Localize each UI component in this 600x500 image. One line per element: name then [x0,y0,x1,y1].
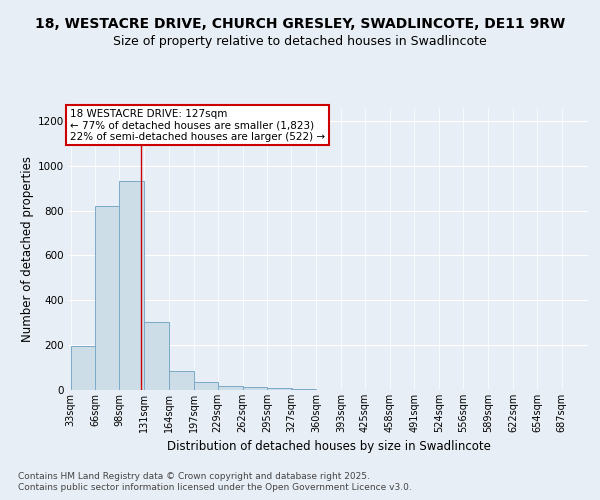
Text: Size of property relative to detached houses in Swadlincote: Size of property relative to detached ho… [113,35,487,48]
Bar [267,388,292,390]
Text: 18, WESTACRE DRIVE, CHURCH GRESLEY, SWADLINCOTE, DE11 9RW: 18, WESTACRE DRIVE, CHURCH GRESLEY, SWAD… [35,18,565,32]
Bar [218,386,242,390]
X-axis label: Distribution of detached houses by size in Swadlincote: Distribution of detached houses by size … [167,440,490,454]
Bar [119,182,144,390]
Y-axis label: Number of detached properties: Number of detached properties [21,156,34,342]
Bar [169,371,194,390]
Bar [242,386,267,390]
Text: Contains public sector information licensed under the Open Government Licence v3: Contains public sector information licen… [18,484,412,492]
Text: Contains HM Land Registry data © Crown copyright and database right 2025.: Contains HM Land Registry data © Crown c… [18,472,370,481]
Bar [144,322,169,390]
Bar [71,346,95,390]
Bar [292,389,316,390]
Bar [95,206,120,390]
Text: 18 WESTACRE DRIVE: 127sqm
← 77% of detached houses are smaller (1,823)
22% of se: 18 WESTACRE DRIVE: 127sqm ← 77% of detac… [70,108,325,142]
Bar [194,382,218,390]
